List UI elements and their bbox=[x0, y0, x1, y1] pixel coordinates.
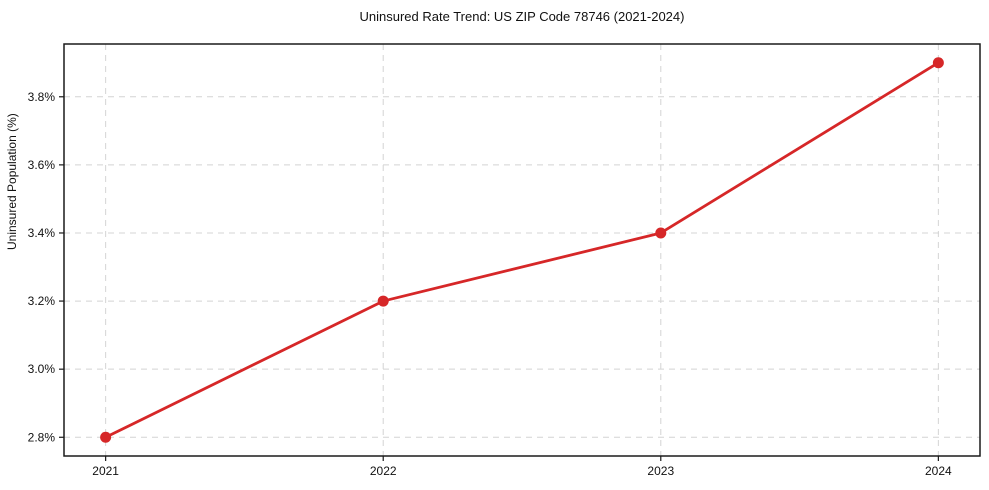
x-tick-label: 2024 bbox=[925, 464, 952, 478]
data-point bbox=[932, 57, 944, 69]
x-tick-label: 2022 bbox=[370, 464, 397, 478]
plot-border bbox=[63, 43, 981, 457]
y-tick-label: 3.2% bbox=[28, 294, 56, 308]
y-tick-label: 2.8% bbox=[28, 430, 56, 444]
x-tick-label: 2023 bbox=[647, 464, 674, 478]
y-tick-label: 3.0% bbox=[28, 362, 56, 376]
y-tick-label: 3.8% bbox=[28, 90, 56, 104]
data-point bbox=[377, 295, 389, 307]
chart-title: Uninsured Rate Trend: US ZIP Code 78746 … bbox=[359, 9, 685, 24]
y-tick-label: 3.4% bbox=[28, 226, 56, 240]
data-point bbox=[100, 431, 112, 443]
data-line bbox=[104, 61, 940, 439]
data-point bbox=[655, 227, 667, 239]
x-tick-label: 2021 bbox=[92, 464, 119, 478]
y-tick-label: 3.6% bbox=[28, 158, 56, 172]
